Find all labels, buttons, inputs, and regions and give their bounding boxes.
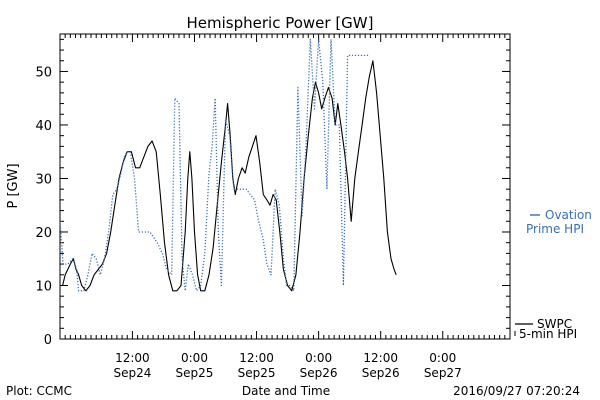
y-tick-label: 40	[35, 119, 52, 134]
x-axis-ticks: 12:00Sep240:00Sep2512:00Sep250:00Sep2612…	[59, 34, 511, 380]
series-layer	[59, 38, 397, 292]
x-tick-date-label: Sep27	[424, 366, 462, 380]
y-tick-label: 20	[35, 226, 52, 241]
chart-title: Hemispheric Power [GW]	[187, 14, 374, 32]
x-tick-time-label: 12:00	[115, 351, 150, 365]
plot-timestamp: 2016/09/27 07:20:24	[453, 384, 580, 398]
y-tick-label: 30	[35, 172, 52, 187]
x-tick-date-label: Sep26	[300, 366, 338, 380]
y-tick-label: 10	[35, 279, 52, 294]
plot-frame	[59, 33, 511, 340]
legend-ovation-label-1: Ovation	[545, 208, 592, 222]
x-tick-time-label: 0:00	[181, 351, 208, 365]
legend-swpc-label-1: SWPC	[537, 317, 572, 331]
x-tick-date-label: Sep24	[113, 366, 151, 380]
x-tick-date-label: Sep25	[176, 366, 214, 380]
x-tick-time-label: 12:00	[239, 351, 274, 365]
x-tick-time-label: 0:00	[305, 351, 332, 365]
legend-ovation-label-2: Prime HPI	[526, 222, 584, 236]
x-axis-label: Date and Time	[242, 384, 330, 398]
x-tick-time-label: 0:00	[429, 351, 456, 365]
x-tick-time-label: 12:00	[363, 351, 398, 365]
y-axis-label: P [GW]	[6, 163, 21, 208]
series-swpc-hpi-line	[60, 60, 397, 292]
y-tick-label: 50	[35, 65, 52, 80]
x-tick-date-label: Sep25	[238, 366, 276, 380]
x-tick-date-label: Sep26	[362, 366, 400, 380]
y-tick-label: 0	[44, 333, 52, 348]
plot-credit: Plot: CCMC	[6, 384, 72, 398]
y-axis-ticks: 0 10 20 30 40 50	[35, 38, 510, 348]
legend-swpc-label-2: 5-min HPI	[519, 327, 577, 341]
